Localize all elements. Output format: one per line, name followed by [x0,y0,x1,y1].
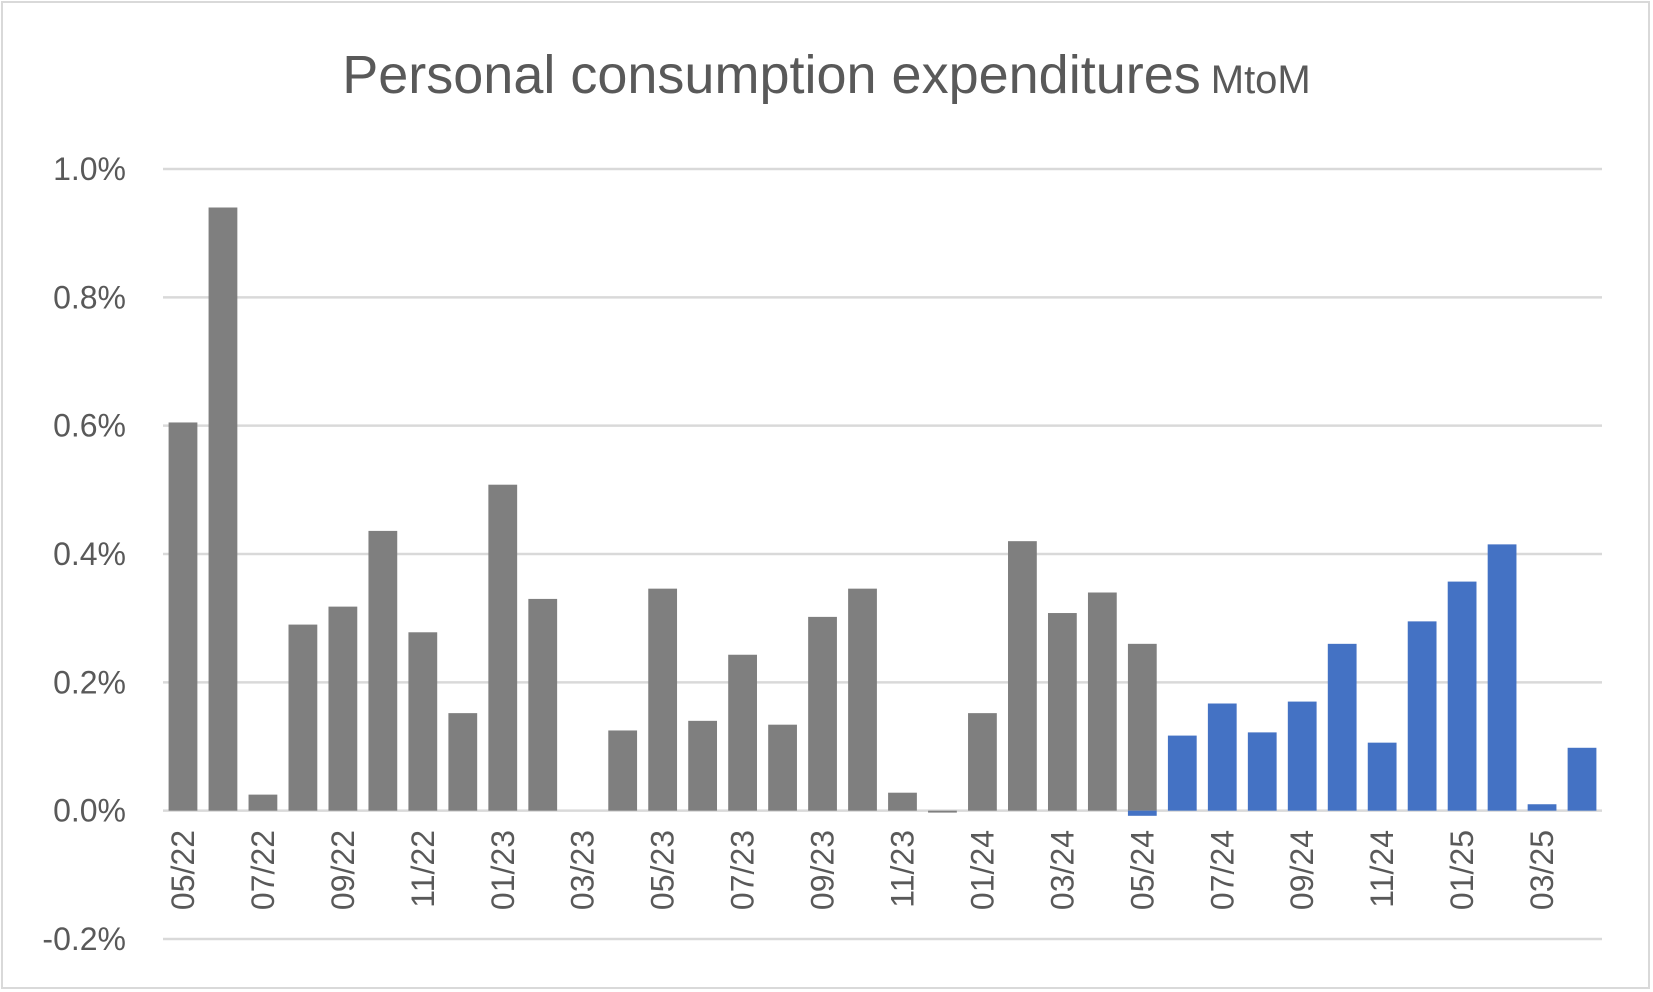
y-tick-label: 0.4% [53,536,126,572]
bar-04-23 [608,730,638,811]
y-axis-labels: 1.0% 0.8% 0.6% 0.4% 0.2% 0.0% -0.2% [42,151,126,957]
bar-06-24 [1167,735,1197,811]
bars [168,207,1597,816]
bar-07-23 [728,654,757,811]
bar-04-24 [1087,592,1117,811]
bar-06-23 [688,720,718,811]
bar-10-23 [848,588,877,811]
x-tick-label: 07/23 [725,830,761,910]
bar-02-24 [1008,541,1037,811]
y-tick-label: 0.0% [53,793,126,829]
bar-01-24 [968,713,997,811]
chart-title-main: Personal consumption expenditures [342,45,1201,105]
x-axis-labels: 05/22 07/22 09/22 11/22 01/23 03/23 05/23 07/23… [165,830,1560,910]
chart-title-suffix: MtoM [1210,58,1311,102]
x-tick-label: 03/24 [1044,830,1080,910]
bar-11-22 [408,632,438,811]
bar-12-22 [448,713,478,811]
bar-02-25 [1487,544,1517,811]
y-tick-label: 1.0% [53,151,126,187]
x-tick-label: 03/25 [1524,830,1560,910]
bar-03-24 [1047,613,1077,811]
bar-09-24 [1287,701,1317,811]
x-tick-label: 11/22 [405,830,441,908]
bar-05-24 [1127,643,1157,811]
y-tick-label: 0.2% [53,664,126,700]
x-tick-label: 09/24 [1284,830,1320,910]
bar-08-24 [1247,732,1277,811]
chart-title: Personal consumption expenditures MtoM [0,44,1653,106]
bar-04-25 [1567,747,1597,811]
bar-08-23 [768,724,797,811]
y-tick-label: 0.6% [53,408,126,444]
x-tick-label: 11/24 [1364,830,1400,908]
bar-07-24 [1207,703,1237,811]
bar-12-23 [928,810,957,813]
x-tick-label: 05/23 [645,830,681,910]
bar-05-22 [168,422,198,811]
x-tick-label: 01/24 [964,830,1000,910]
bar-03-25 [1527,804,1557,811]
bar-06-22 [208,207,238,811]
x-tick-label: 05/22 [165,830,201,910]
x-tick-label: 09/22 [325,830,361,910]
x-tick-label: 05/24 [1124,830,1160,910]
bar-07-22 [248,794,278,811]
y-tick-label: 0.8% [53,279,126,315]
bar-09-23 [808,616,837,811]
x-tick-label: 11/23 [884,830,920,908]
bar-05-23 [648,588,678,811]
bar-02-23 [528,598,558,811]
x-tick-label: 03/23 [565,830,601,910]
bar-10-24 [1327,643,1357,811]
bar-01-25 [1447,581,1477,811]
x-tick-label: 09/23 [805,830,841,910]
x-tick-label: 01/23 [485,830,521,910]
bar-12-24 [1407,621,1437,811]
bar-05-24 [1127,810,1157,816]
gridlines [163,167,1602,941]
x-tick-label: 07/22 [245,830,281,910]
bar-11-24 [1367,742,1397,811]
bar-08-22 [288,624,318,811]
x-tick-label: 07/24 [1204,830,1240,910]
bar-10-22 [368,530,398,811]
bar-01-23 [488,484,518,811]
x-tick-label: 01/25 [1444,830,1480,910]
y-tick-label: -0.2% [42,921,126,957]
bar-11-23 [888,792,917,811]
bar-09-22 [328,606,358,811]
